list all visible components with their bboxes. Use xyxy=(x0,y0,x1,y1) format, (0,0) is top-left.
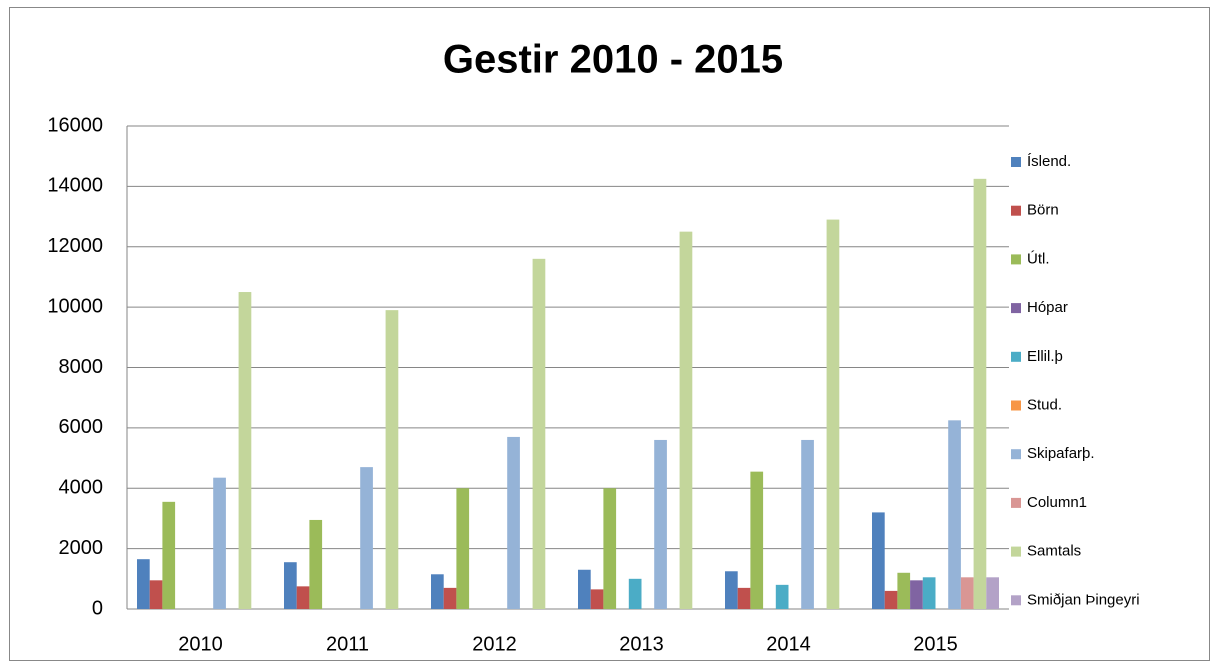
bar xyxy=(360,467,373,609)
bar xyxy=(456,488,470,609)
legend-label: Íslend. xyxy=(1027,153,1071,170)
legend-label: Samtals xyxy=(1027,543,1081,560)
y-tick-label: 0 xyxy=(92,597,103,619)
legend-label: Hópar xyxy=(1027,299,1068,316)
bar xyxy=(284,562,297,609)
x-tick-label: 2012 xyxy=(472,633,517,655)
legend-swatch xyxy=(1011,157,1021,167)
x-tick-label: 2015 xyxy=(913,633,958,655)
bar xyxy=(884,590,898,609)
legend-label: Smiðjan Þingeyri xyxy=(1027,591,1140,608)
bar xyxy=(443,587,457,609)
bar xyxy=(897,572,911,609)
legend-swatch xyxy=(1011,449,1021,460)
legend-label: Börn xyxy=(1027,202,1059,219)
bar xyxy=(872,512,885,609)
legend-swatch xyxy=(1011,205,1021,216)
legend-label: Column1 xyxy=(1027,494,1087,511)
bar xyxy=(238,292,252,609)
bar xyxy=(960,577,974,609)
y-tick-label: 14000 xyxy=(47,175,103,197)
y-tick-label: 2000 xyxy=(59,537,104,559)
legend-label: Skipafarþ. xyxy=(1027,445,1095,462)
y-tick-label: 16000 xyxy=(47,114,103,136)
y-tick-label: 8000 xyxy=(59,356,104,378)
chart-title: Gestir 2010 - 2015 xyxy=(443,38,783,82)
x-tick-label: 2014 xyxy=(766,633,811,655)
bar xyxy=(507,436,520,609)
bar xyxy=(162,501,176,609)
bar xyxy=(801,439,814,609)
bar xyxy=(826,219,840,610)
legend-swatch xyxy=(1011,351,1021,362)
bar xyxy=(137,559,150,609)
bar xyxy=(654,439,667,609)
bar xyxy=(309,519,323,609)
bar xyxy=(532,258,546,609)
bar xyxy=(750,471,764,609)
y-tick-label: 10000 xyxy=(47,295,103,317)
legend-swatch xyxy=(1011,303,1021,314)
bar xyxy=(578,569,591,609)
bar xyxy=(149,580,163,609)
bar xyxy=(973,178,987,609)
legend-label: Ellil.þ xyxy=(1027,348,1063,365)
legend-swatch xyxy=(1011,254,1021,265)
bar xyxy=(922,577,936,609)
bar xyxy=(603,488,617,609)
bar xyxy=(590,589,604,609)
bar xyxy=(986,577,999,609)
bar xyxy=(910,580,923,609)
legend-swatch xyxy=(1011,546,1021,557)
y-tick-label: 6000 xyxy=(59,416,104,438)
legend-label: Útl. xyxy=(1027,250,1050,267)
y-tick-label: 12000 xyxy=(47,235,103,257)
bar xyxy=(775,584,789,609)
legend-label: Stud. xyxy=(1027,396,1062,413)
legend-swatch xyxy=(1011,595,1021,606)
legend-swatch xyxy=(1011,497,1021,508)
bar xyxy=(679,231,693,609)
x-tick-label: 2011 xyxy=(326,633,369,655)
bar xyxy=(628,578,642,609)
x-tick-label: 2013 xyxy=(619,633,664,655)
bar xyxy=(296,586,310,609)
x-tick-label: 2010 xyxy=(178,633,223,655)
bar xyxy=(385,310,399,609)
bar xyxy=(213,477,226,609)
y-tick-label: 4000 xyxy=(59,477,104,499)
bar xyxy=(948,420,961,609)
bar xyxy=(737,587,751,609)
bar xyxy=(725,571,738,609)
legend-swatch xyxy=(1011,400,1021,411)
bar xyxy=(431,574,444,609)
